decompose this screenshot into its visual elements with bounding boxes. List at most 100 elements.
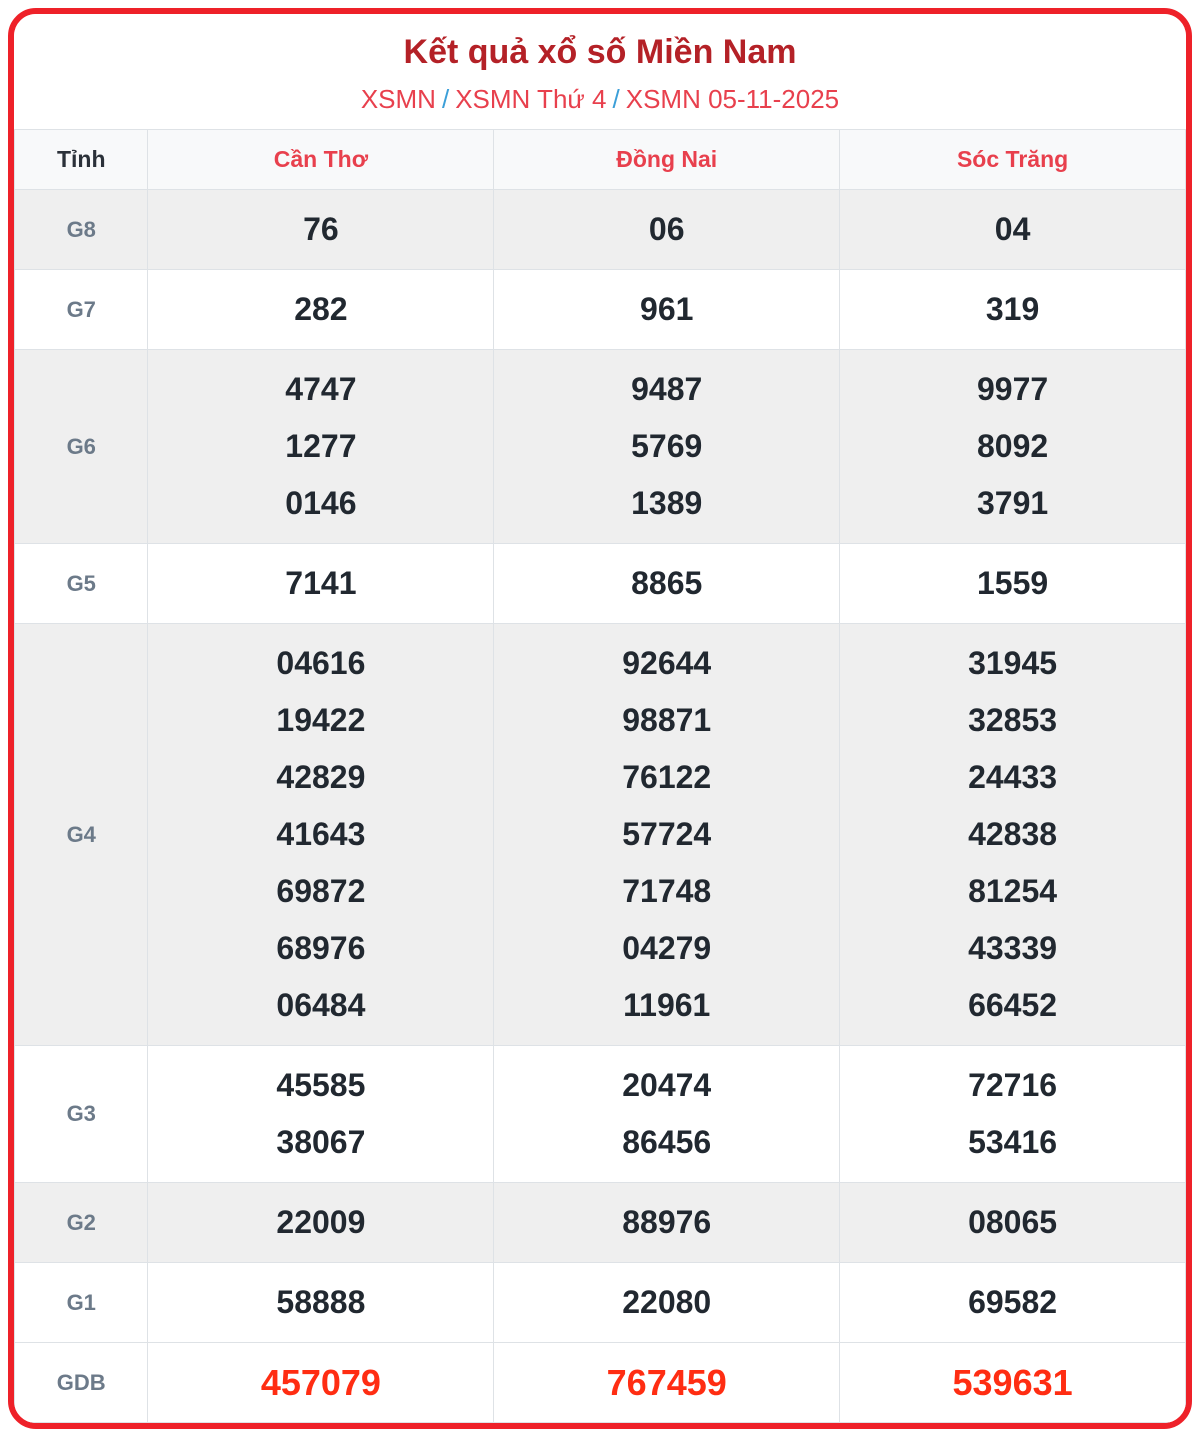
prize-number: 04: [994, 211, 1031, 248]
prize-cell: 7141: [147, 543, 495, 625]
prize-cell: 04616 19422 42829 41643 69872 68976 06484: [147, 623, 495, 1047]
prize-number: 38067: [276, 1124, 366, 1161]
prize-cell: 319: [839, 269, 1186, 351]
prize-number: 98871: [622, 702, 712, 739]
breadcrumb-link-xsmn-weekday[interactable]: XSMN Thứ 4: [455, 83, 607, 114]
prize-cell: 20474 86456: [493, 1045, 841, 1184]
prize-cell: 961: [493, 269, 841, 351]
prize-number: 57724: [622, 816, 712, 853]
prize-number: 9977: [976, 371, 1049, 408]
prize-number: 68976: [276, 930, 366, 967]
prize-number: 9487: [631, 371, 703, 408]
prize-row-g7: G7 282 961 319: [14, 269, 1186, 351]
prize-cell: 88976: [493, 1182, 841, 1264]
results-table: Tỉnh Cần Thơ Đồng Nai Sóc Trăng G8 76 06 04…: [14, 129, 1186, 1424]
prize-row-g2: G2 22009 88976 08065: [14, 1182, 1186, 1264]
prize-number: 72716: [968, 1067, 1058, 1104]
prize-label: G6: [14, 349, 149, 545]
breadcrumb-link-xsmn-date[interactable]: XSMN 05-11-2025: [625, 83, 840, 114]
prize-cell: 9977 8092 3791: [839, 349, 1186, 545]
prize-number: 22080: [622, 1284, 712, 1321]
prize-cell: 1559: [839, 543, 1186, 625]
prize-number: 42838: [968, 816, 1058, 853]
prize-number: 45585: [276, 1067, 366, 1104]
prize-number: 43339: [968, 930, 1058, 967]
prize-number: 319: [985, 291, 1040, 328]
prize-number: 41643: [276, 816, 366, 853]
prize-number: 3791: [976, 485, 1049, 522]
lottery-results-card: Kết quả xổ số Miền Nam XSMN / XSMN Thứ 4/X…: [8, 8, 1192, 1430]
prize-number: 1277: [285, 428, 357, 465]
prize-number: 53416: [968, 1124, 1058, 1161]
prize-number: 24433: [968, 759, 1058, 796]
prize-number: 76122: [622, 759, 712, 796]
results-table-head: Tỉnh Cần Thơ Đồng Nai Sóc Trăng: [14, 129, 1186, 191]
prize-number: 8092: [976, 428, 1049, 465]
prize-number: 86456: [622, 1124, 712, 1161]
prize-number: 282: [294, 291, 348, 328]
prize-number: 06: [648, 211, 685, 248]
prize-number: 1559: [976, 565, 1049, 602]
prize-cell: 4747 1277 0146: [147, 349, 495, 545]
results-table-body: G8 76 06 04 G7 282 961 319 G6 4747 1277 0146 9487 576…: [14, 189, 1186, 1424]
prize-cell: 31945 32853 24433 42838 81254 43339 66452: [839, 623, 1186, 1047]
prize-cell: 457079: [147, 1342, 495, 1424]
prize-number: 71748: [622, 873, 712, 910]
page: Kết quả xổ số Miền Nam XSMN / XSMN Thứ 4/X…: [0, 8, 1200, 1430]
prize-number: 08065: [968, 1204, 1058, 1241]
prize-number: 69582: [968, 1284, 1058, 1321]
prize-cell: 69582: [839, 1262, 1186, 1344]
prize-number: 32853: [968, 702, 1058, 739]
prize-row-g1: G1 58888 22080 69582: [14, 1262, 1186, 1344]
prize-cell: 08065: [839, 1182, 1186, 1264]
prize-number: 31945: [968, 645, 1058, 682]
prize-cell: 45585 38067: [147, 1045, 495, 1184]
prize-cell: 92644 98871 76122 57724 71748 04279 11961: [493, 623, 841, 1047]
prize-number: 22009: [276, 1204, 366, 1241]
prize-number: 42829: [276, 759, 366, 796]
prize-row-g6: G6 4747 1277 0146 9487 5769 1389 9977 8092 3791: [14, 349, 1186, 545]
prize-label: G5: [14, 543, 149, 625]
prize-cell: 58888: [147, 1262, 495, 1344]
prize-cell: 9487 5769 1389: [493, 349, 841, 545]
prize-number: 5769: [631, 428, 703, 465]
breadcrumb-link-xsmn[interactable]: XSMN: [360, 83, 436, 114]
prize-number: 66452: [968, 987, 1058, 1024]
prize-cell: 539631: [839, 1342, 1186, 1424]
prize-cell: 282: [147, 269, 495, 351]
prize-number: 92644: [622, 645, 712, 682]
corner-header-tinh: Tỉnh: [14, 129, 149, 191]
prize-number: 81254: [968, 873, 1058, 910]
prize-label: G4: [14, 623, 149, 1047]
breadcrumb-separator: /: [441, 83, 450, 114]
prize-cell: 22009: [147, 1182, 495, 1264]
prize-row-g5: G5 7141 8865 1559: [14, 543, 1186, 625]
prize-number: 76: [303, 211, 339, 248]
prize-label: G7: [14, 269, 149, 351]
prize-number: 11961: [623, 987, 711, 1024]
breadcrumb: XSMN / XSMN Thứ 4/XSMN 05-11-2025: [24, 83, 1176, 116]
prize-number: 88976: [622, 1204, 712, 1241]
prize-cell: 76: [147, 189, 495, 271]
prize-row-g4: G4 04616 19422 42829 41643 69872 68976 06484 926…: [14, 623, 1186, 1047]
prize-cell: 22080: [493, 1262, 841, 1344]
breadcrumb-separator: /: [612, 83, 620, 114]
prize-number: 961: [640, 291, 694, 328]
prize-number: 0146: [285, 485, 357, 522]
header-row: Tỉnh Cần Thơ Đồng Nai Sóc Trăng: [14, 129, 1186, 191]
prize-number: 04616: [276, 645, 366, 682]
prize-number: 4747: [285, 371, 357, 408]
prize-number: 58888: [276, 1284, 366, 1321]
prize-cell: 767459: [493, 1342, 841, 1424]
prize-cell: 8865: [493, 543, 841, 625]
province-header-dong-nai: Đồng Nai: [493, 129, 841, 191]
prize-number: 04279: [622, 930, 712, 967]
province-header-soc-trang: Sóc Trăng: [839, 129, 1186, 191]
prize-number: 767459: [606, 1362, 727, 1404]
prize-label: G8: [14, 189, 149, 271]
prize-label: G2: [14, 1182, 149, 1264]
prize-row-g8: G8 76 06 04: [14, 189, 1186, 271]
prize-cell: 72716 53416: [839, 1045, 1186, 1184]
prize-number: 8865: [631, 565, 703, 602]
prize-label: GDB: [14, 1342, 149, 1424]
